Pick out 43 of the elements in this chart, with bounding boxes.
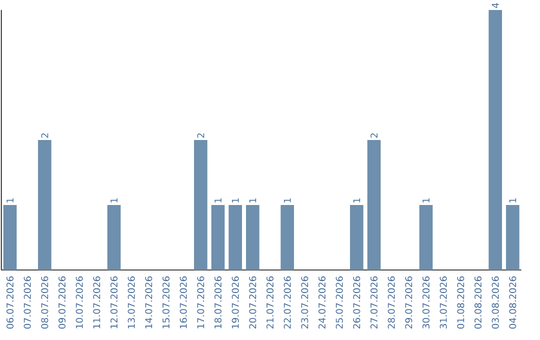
x-tick-label: 20.07.2026 <box>249 276 256 329</box>
data-label: 1 <box>284 198 291 202</box>
x-tick-label: 25.07.2026 <box>336 276 343 329</box>
data-label: 1 <box>214 198 222 202</box>
data-label: 1 <box>422 198 430 202</box>
data-label: 4 <box>492 2 499 8</box>
x-tick-label: 12.07.2026 <box>110 276 118 328</box>
x-tick-label: 09.07.2026 <box>58 276 66 329</box>
x-tick-label: 21.07.2026 <box>266 276 274 329</box>
data-label: 2 <box>197 133 204 138</box>
data-label: 1 <box>353 198 360 202</box>
x-tick-label: 17.07.2026 <box>197 276 204 328</box>
x-tick-label: 13.07.2026 <box>128 276 135 328</box>
x-tick-label: 02.08.2026 <box>474 276 482 329</box>
data-label: 2 <box>41 133 48 138</box>
x-tick-label: 23.07.2026 <box>301 276 308 329</box>
x-tick-label: 01.08.2026 <box>457 276 464 329</box>
x-tick-label: 29.07.2026 <box>405 276 412 329</box>
x-tick-label: 27.07.2026 <box>370 276 378 329</box>
x-tick-label: 14.07.2026 <box>145 276 152 328</box>
x-tick-label: 10.07.2026 <box>76 276 83 328</box>
x-tick-label: 04.08.2026 <box>509 276 516 329</box>
x-tick-label: 24.07.2026 <box>318 276 326 329</box>
x-tick-label: 03.08.2026 <box>492 276 499 329</box>
data-label: 2 <box>370 133 378 138</box>
x-tick-label: 19.07.2026 <box>232 276 239 328</box>
data-label: 1 <box>232 198 239 202</box>
x-tick-label: 30.07.2026 <box>422 276 430 329</box>
x-tick-label: 26.07.2026 <box>353 276 360 329</box>
x-tick-label: 07.07.2026 <box>24 276 31 329</box>
x-tick-label: 08.07.2026 <box>41 276 48 329</box>
data-label: 1 <box>249 198 256 202</box>
data-label: 1 <box>110 198 118 202</box>
x-tick-label: 18.07.2026 <box>214 276 222 328</box>
x-tick-label: 28.07.2026 <box>388 276 395 329</box>
x-tick-label: 31.07.2026 <box>440 276 447 329</box>
data-label: 1 <box>6 198 14 202</box>
data-label: 1 <box>509 198 516 202</box>
x-tick-label: 16.07.2026 <box>180 276 187 328</box>
x-tick-label: 15.07.2026 <box>162 276 170 328</box>
x-tick-label: 06.07.2026 <box>6 276 14 329</box>
x-tick-label: 11.07.2026 <box>93 276 100 328</box>
x-tick-label: 22.07.2026 <box>284 276 291 329</box>
